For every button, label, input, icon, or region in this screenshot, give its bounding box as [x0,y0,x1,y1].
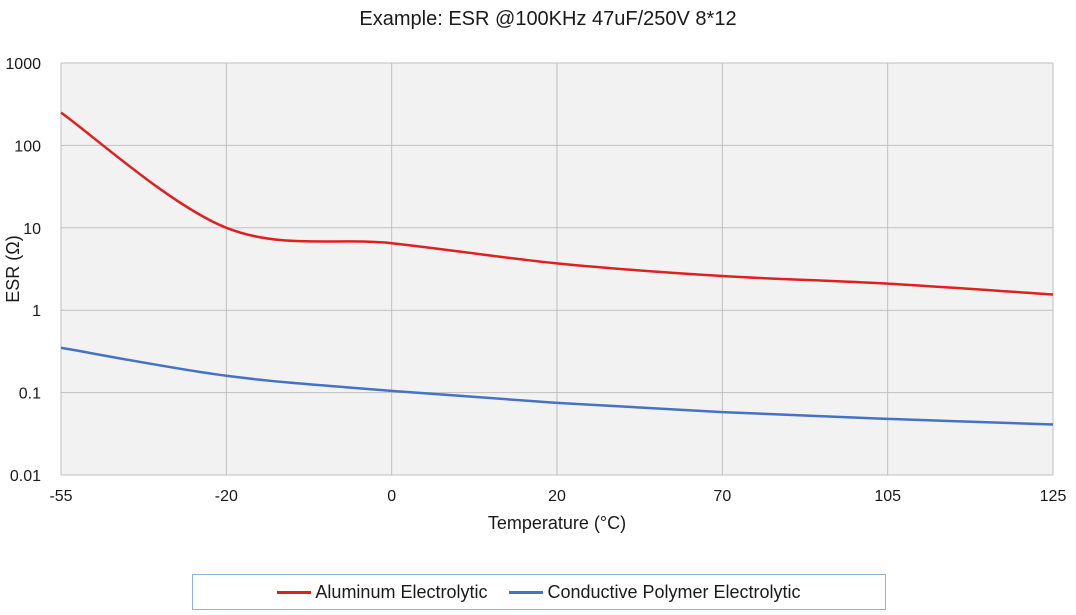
x-tick-label: -20 [215,488,238,505]
series-lines [60,111,1054,426]
x-tick-label: 125 [1040,488,1067,505]
x-tick-label: 70 [713,488,731,505]
chart-legend: Aluminum Electrolytic Conductive Polymer… [192,574,886,610]
y-tick-label: 1000 [5,56,41,73]
y-tick-label: 1 [32,303,41,320]
y-axis-label: ESR (Ω) [3,235,23,302]
x-tick-label: -55 [49,488,72,505]
x-tick-label: 0 [387,488,396,505]
esr-temperature-chart: Example: ESR @100KHz 47uF/250V 8*12 1000… [3,8,1066,533]
legend-item-polymer: Conductive Polymer Electrolytic [509,581,801,603]
x-axis-ticks: -55 -20 0 20 70 105 125 [49,488,1066,505]
y-tick-label: 0.01 [10,468,41,485]
chart-title: Example: ESR @100KHz 47uF/250V 8*12 [359,8,736,30]
x-tick-label: 105 [874,488,901,505]
legend-item-aluminum: Aluminum Electrolytic [277,582,487,603]
series-line-1 [60,346,1054,426]
series-line-0 [60,111,1054,296]
legend-swatch-aluminum [277,590,312,594]
legend-label-aluminum: Aluminum Electrolytic [315,581,488,602]
y-tick-label: 10 [23,221,41,238]
y-tick-label: 100 [14,138,41,155]
x-axis-label: Temperature (°C) [488,513,626,533]
x-tick-label: 20 [548,488,566,505]
legend-swatch-polymer [509,590,544,594]
y-axis-ticks: 1000 100 10 1 0.1 0.01 [5,56,41,485]
legend-label-polymer: Conductive Polymer Electrolytic [547,581,801,602]
y-tick-label: 0.1 [19,386,41,403]
